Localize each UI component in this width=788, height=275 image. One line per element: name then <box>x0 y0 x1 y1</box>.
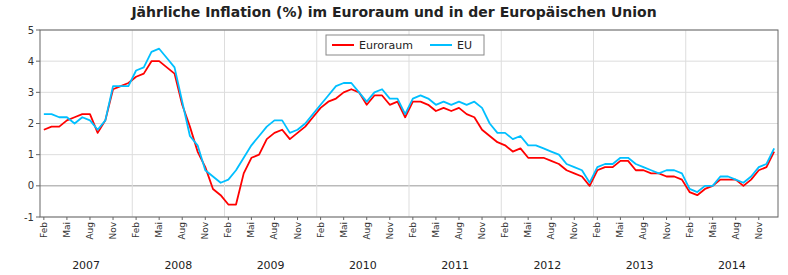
chart: Jährliche Inflation (%) im Euroraum und … <box>0 0 788 275</box>
x-tick-label: Feb <box>592 222 602 238</box>
x-tick-label: Nov <box>754 221 764 239</box>
group-label: 2014 <box>718 259 746 272</box>
x-tick-label: Aug <box>731 222 741 240</box>
x-tick-label: Feb <box>223 222 233 238</box>
group-separator <box>593 30 594 217</box>
legend-label: Euroraum <box>359 39 413 52</box>
group-label: 2010 <box>349 259 377 272</box>
x-tick-label: Nov <box>569 221 579 239</box>
y-tick <box>36 217 40 218</box>
x-tick-label: Feb <box>131 222 141 238</box>
x-tick-label: Nov <box>385 221 395 239</box>
y-tick <box>36 154 40 155</box>
legend-swatch <box>332 44 354 46</box>
x-tick-label: Aug <box>638 222 648 240</box>
x-tick-label: Feb <box>500 222 510 238</box>
y-tick-label: -1 <box>24 212 34 223</box>
group-separator <box>685 30 686 217</box>
x-tick-label: Aug <box>362 222 372 240</box>
group-label: 2011 <box>441 259 469 272</box>
y-tick-label: 2 <box>28 118 34 129</box>
x-tick-label: Nov <box>293 221 303 239</box>
series-group <box>44 49 774 205</box>
grid <box>40 30 778 217</box>
x-tick-label: Mai <box>246 222 256 238</box>
x-tick-label: Mai <box>708 222 718 238</box>
group-label: 2013 <box>626 259 654 272</box>
legend: Euroraum EU <box>326 35 484 55</box>
x-tick-label: Feb <box>316 222 326 238</box>
legend-label: EU <box>457 39 472 52</box>
x-tick-label: Feb <box>39 222 49 238</box>
group-separator <box>316 30 317 217</box>
group-separator <box>224 30 225 217</box>
x-tick-label: Nov <box>108 221 118 239</box>
y-tick <box>36 30 40 31</box>
y-tick-label: 4 <box>28 56 34 67</box>
group-separator <box>132 30 133 217</box>
plot-frame <box>40 30 778 217</box>
x-tick-label: Nov <box>200 221 210 239</box>
group-label: 2008 <box>164 259 192 272</box>
group-label: 2007 <box>72 259 100 272</box>
x-tick-label: Mai <box>523 222 533 238</box>
group-separator <box>501 30 502 217</box>
series-line <box>44 49 774 192</box>
x-tick-label: Aug <box>454 222 464 240</box>
x-tick-label: Mai <box>615 222 625 238</box>
group-label: 2009 <box>257 259 285 272</box>
y-tick-label: 0 <box>28 180 34 191</box>
group-separator <box>409 30 410 217</box>
x-tick-label: Aug <box>546 222 556 240</box>
x-tick-label: Mai <box>154 222 164 238</box>
x-tick-label: Mai <box>62 222 72 238</box>
x-tick-label: Nov <box>477 221 487 239</box>
x-tick-label: Aug <box>269 222 279 240</box>
y-tick-label: 1 <box>28 149 34 160</box>
y-tick-label: 3 <box>28 87 34 98</box>
x-tick-label: Feb <box>408 222 418 238</box>
series-line <box>44 61 774 204</box>
legend-swatch <box>430 44 452 46</box>
x-tick-label: Mai <box>431 222 441 238</box>
group-label: 2012 <box>533 259 561 272</box>
y-tick <box>36 185 40 186</box>
x-tick-label: Aug <box>85 222 95 240</box>
y-tick <box>36 61 40 62</box>
y-tick <box>36 92 40 93</box>
x-tick-label: Nov <box>662 221 672 239</box>
title: Jährliche Inflation (%) im Euroraum und … <box>130 4 656 20</box>
legend-box <box>326 35 484 55</box>
y-tick-label: 5 <box>28 25 34 36</box>
x-tick-label: Feb <box>685 222 695 238</box>
y-tick <box>36 123 40 124</box>
x-tick-label: Mai <box>339 222 349 238</box>
x-tick-label: Aug <box>177 222 187 240</box>
